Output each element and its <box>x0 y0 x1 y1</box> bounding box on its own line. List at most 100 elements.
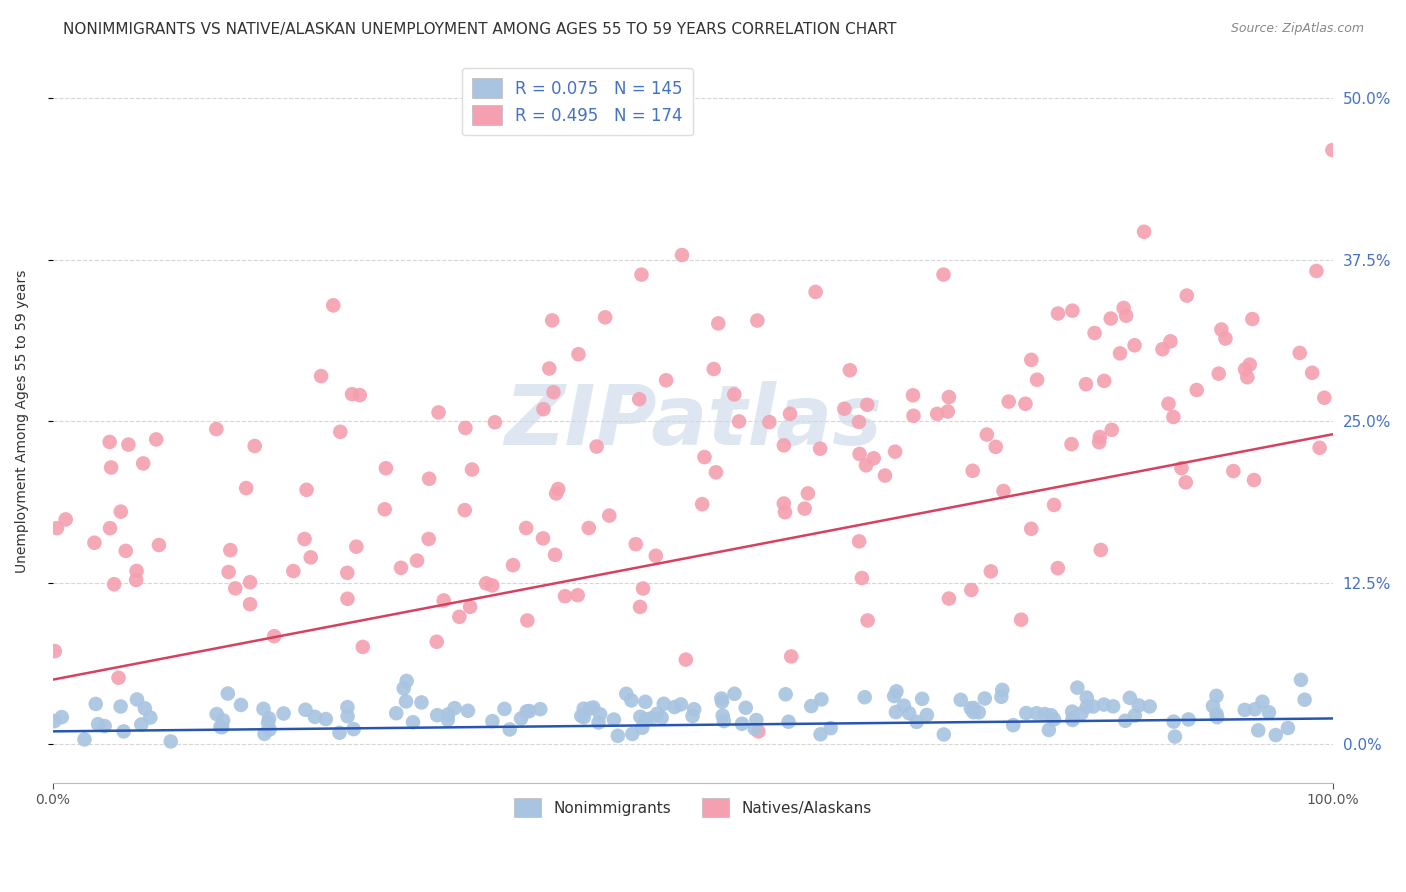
Point <box>1123 708 1146 723</box>
Point <box>614 687 637 701</box>
Point <box>572 701 595 715</box>
Point <box>374 461 396 475</box>
Point <box>1174 475 1197 490</box>
Point <box>772 496 794 510</box>
Point <box>1060 437 1083 451</box>
Point <box>962 701 984 715</box>
Point <box>1234 362 1257 376</box>
Point <box>336 566 359 580</box>
Point <box>329 425 352 439</box>
Point <box>84 697 107 711</box>
Point <box>1088 430 1111 444</box>
Point <box>834 401 856 416</box>
Point <box>418 532 440 546</box>
Point <box>567 347 589 361</box>
Point <box>117 437 139 451</box>
Point <box>100 460 122 475</box>
Point <box>1062 713 1084 727</box>
Text: Source: ZipAtlas.com: Source: ZipAtlas.com <box>1230 22 1364 36</box>
Point <box>1123 338 1146 352</box>
Point <box>589 707 612 722</box>
Point <box>93 719 115 733</box>
Point <box>675 652 697 666</box>
Point <box>98 434 121 449</box>
Point <box>114 544 136 558</box>
Point <box>219 543 242 558</box>
Point <box>707 317 730 331</box>
Legend: Nonimmigrants, Natives/Alaskans: Nonimmigrants, Natives/Alaskans <box>505 789 882 826</box>
Point <box>973 691 995 706</box>
Point <box>898 706 921 721</box>
Point <box>45 521 67 535</box>
Point <box>418 472 440 486</box>
Point <box>395 694 418 708</box>
Point <box>1222 464 1244 478</box>
Point <box>1043 498 1066 512</box>
Point <box>621 727 644 741</box>
Point <box>132 457 155 471</box>
Point <box>652 697 675 711</box>
Point <box>1002 718 1025 732</box>
Point <box>1084 326 1107 340</box>
Point <box>1277 721 1299 735</box>
Point <box>344 540 367 554</box>
Point <box>139 710 162 724</box>
Point <box>873 468 896 483</box>
Point <box>731 716 754 731</box>
Point <box>239 597 262 611</box>
Point <box>838 363 860 377</box>
Point <box>631 582 654 596</box>
Point <box>703 362 725 376</box>
Point <box>800 699 823 714</box>
Point <box>1019 522 1042 536</box>
Point <box>502 558 524 573</box>
Point <box>481 578 503 592</box>
Point <box>960 582 983 597</box>
Point <box>1288 346 1310 360</box>
Point <box>901 388 924 402</box>
Point <box>853 690 876 705</box>
Point <box>253 727 276 741</box>
Point <box>927 407 949 421</box>
Point <box>252 702 274 716</box>
Point <box>1099 311 1122 326</box>
Point <box>856 398 879 412</box>
Point <box>481 714 503 728</box>
Point <box>1025 706 1047 721</box>
Point <box>389 561 412 575</box>
Point <box>682 709 704 723</box>
Point <box>342 722 364 736</box>
Point <box>1114 714 1136 728</box>
Point <box>1258 706 1281 720</box>
Point <box>51 710 73 724</box>
Point <box>710 691 733 706</box>
Point <box>1088 435 1111 450</box>
Point <box>349 388 371 402</box>
Point <box>212 714 235 728</box>
Point <box>598 508 620 523</box>
Point <box>1070 706 1092 721</box>
Point <box>517 704 540 718</box>
Point <box>374 502 396 516</box>
Point <box>1128 698 1150 713</box>
Point <box>1092 374 1115 388</box>
Point <box>336 709 359 723</box>
Point <box>1247 723 1270 738</box>
Point <box>134 701 156 715</box>
Point <box>747 313 769 327</box>
Point <box>962 705 984 719</box>
Point <box>567 588 589 602</box>
Point <box>110 699 132 714</box>
Point <box>1264 728 1286 742</box>
Point <box>1289 673 1312 687</box>
Point <box>990 690 1012 704</box>
Point <box>582 700 605 714</box>
Point <box>1294 692 1316 706</box>
Point <box>820 721 842 735</box>
Point <box>112 724 135 739</box>
Point <box>1205 707 1227 722</box>
Point <box>211 720 233 734</box>
Point <box>1301 366 1323 380</box>
Point <box>352 640 374 654</box>
Point <box>884 705 907 719</box>
